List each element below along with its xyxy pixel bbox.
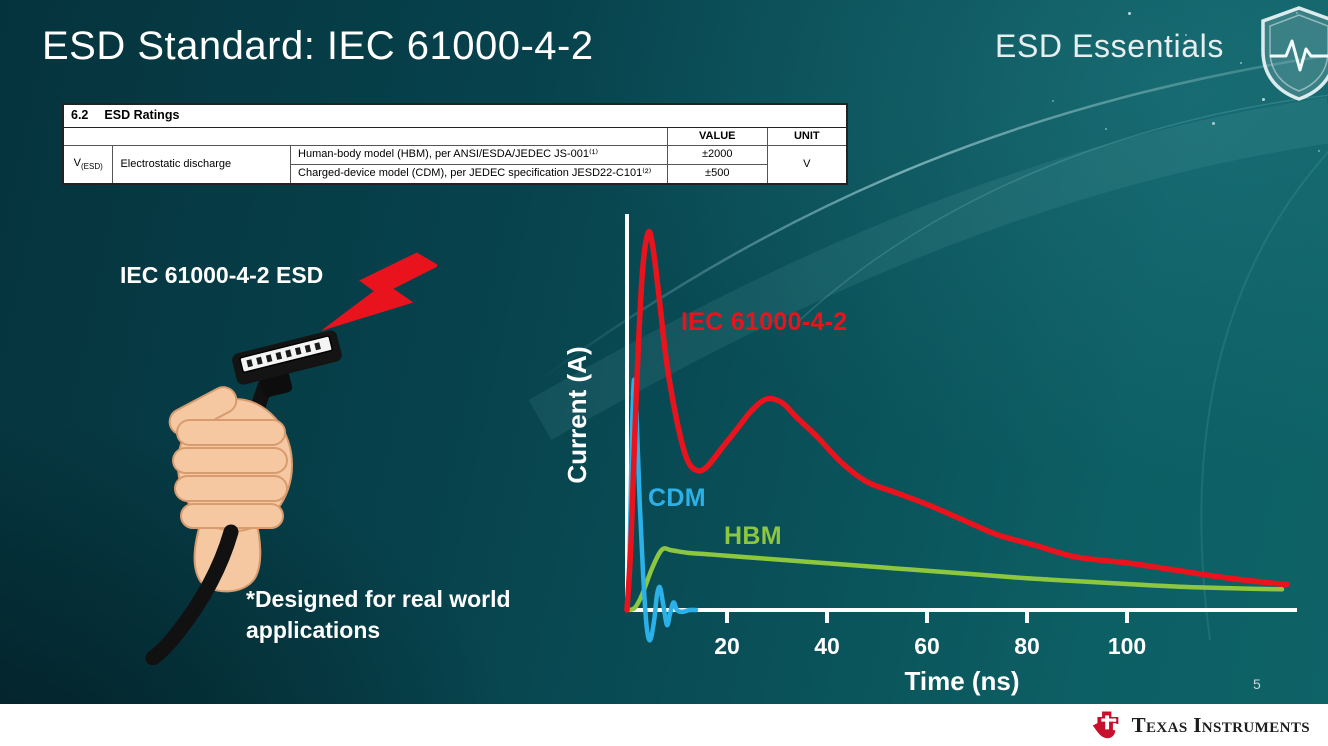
decor-dot [1128, 12, 1131, 15]
x-tick-label: 60 [914, 633, 940, 659]
decor-dot [1318, 150, 1320, 152]
x-tick-label: 80 [1014, 633, 1040, 659]
table-section-title: 6.2 ESD Ratings [63, 104, 847, 128]
symbol-cell: V(ESD) [62, 145, 114, 185]
chart-canvas: 20 40 60 80 100 Time (ns) Current (A) [562, 214, 1297, 696]
parameter-cell: Electrostatic discharge [112, 145, 292, 185]
hbm-curve-label: HBM [724, 522, 782, 550]
table-row: Charged-device model (CDM), per JEDEC sp… [63, 164, 847, 185]
decor-dot [1262, 98, 1265, 101]
ti-bug-icon [1092, 711, 1118, 739]
unit-cell: V [766, 145, 848, 185]
decor-dot [1212, 122, 1215, 125]
value-cell: ±500 [666, 164, 768, 185]
table-row: V(ESD) Electrostatic discharge Human-bod… [62, 145, 848, 185]
program-title: ESD Essentials [995, 28, 1224, 64]
page-number: 5 [1253, 676, 1261, 692]
footnote-text: *Designed for real world applications [246, 586, 511, 644]
x-tick-label: 40 [814, 633, 840, 659]
section-number: 6.2 [71, 108, 89, 122]
col-header-value: VALUE [666, 126, 768, 147]
iec-curve-label: IEC 61000-4-2 [681, 308, 848, 336]
x-tick-label: 100 [1108, 633, 1146, 659]
condition-cell: Human-body model (HBM), per ANSI/ESDA/JE… [290, 145, 668, 166]
decor-dot [1105, 128, 1107, 130]
x-axis-title: Time (ns) [904, 666, 1019, 696]
ti-logo: Texas Instruments [1092, 710, 1310, 741]
lightning-bolt-icon [322, 252, 437, 331]
condition-cell: Charged-device model (CDM), per JEDEC sp… [290, 164, 668, 185]
decor-dot [1296, 12, 1298, 14]
esd-ratings-table: 6.2 ESD Ratings VALUE UNIT V(ESD) Electro… [62, 103, 848, 185]
footer-bar: Texas Instruments [0, 704, 1328, 746]
hdmi-connector [232, 330, 342, 398]
hand-holding-hdmi-illustration [145, 330, 342, 665]
shield-pulse-icon [1261, 6, 1328, 101]
value-cell: ±2000 [666, 145, 768, 166]
cdm-curve-label: CDM [648, 484, 706, 512]
decor-dot [1240, 62, 1242, 64]
col-header-unit: UNIT [766, 126, 848, 147]
page-title: ESD Standard: IEC 61000-4-2 [42, 24, 594, 68]
y-axis-title: Current (A) [562, 346, 592, 483]
series-IEC 61000-4-2 [624, 228, 1290, 613]
series-HBM [624, 546, 1285, 613]
series-CDM [624, 377, 699, 643]
decor-dot [1185, 34, 1187, 36]
ti-wordmark: Texas Instruments [1131, 713, 1310, 737]
iec-esd-label: IEC 61000-4-2 ESD [120, 262, 324, 288]
decor-dot [1052, 100, 1054, 102]
table-header-row: VALUE UNIT [62, 126, 848, 147]
x-tick-label: 20 [714, 633, 740, 659]
esd-waveform-chart: 20 40 60 80 100 Time (ns) Current (A) [560, 200, 1328, 720]
section-title: ESD Ratings [104, 108, 180, 122]
